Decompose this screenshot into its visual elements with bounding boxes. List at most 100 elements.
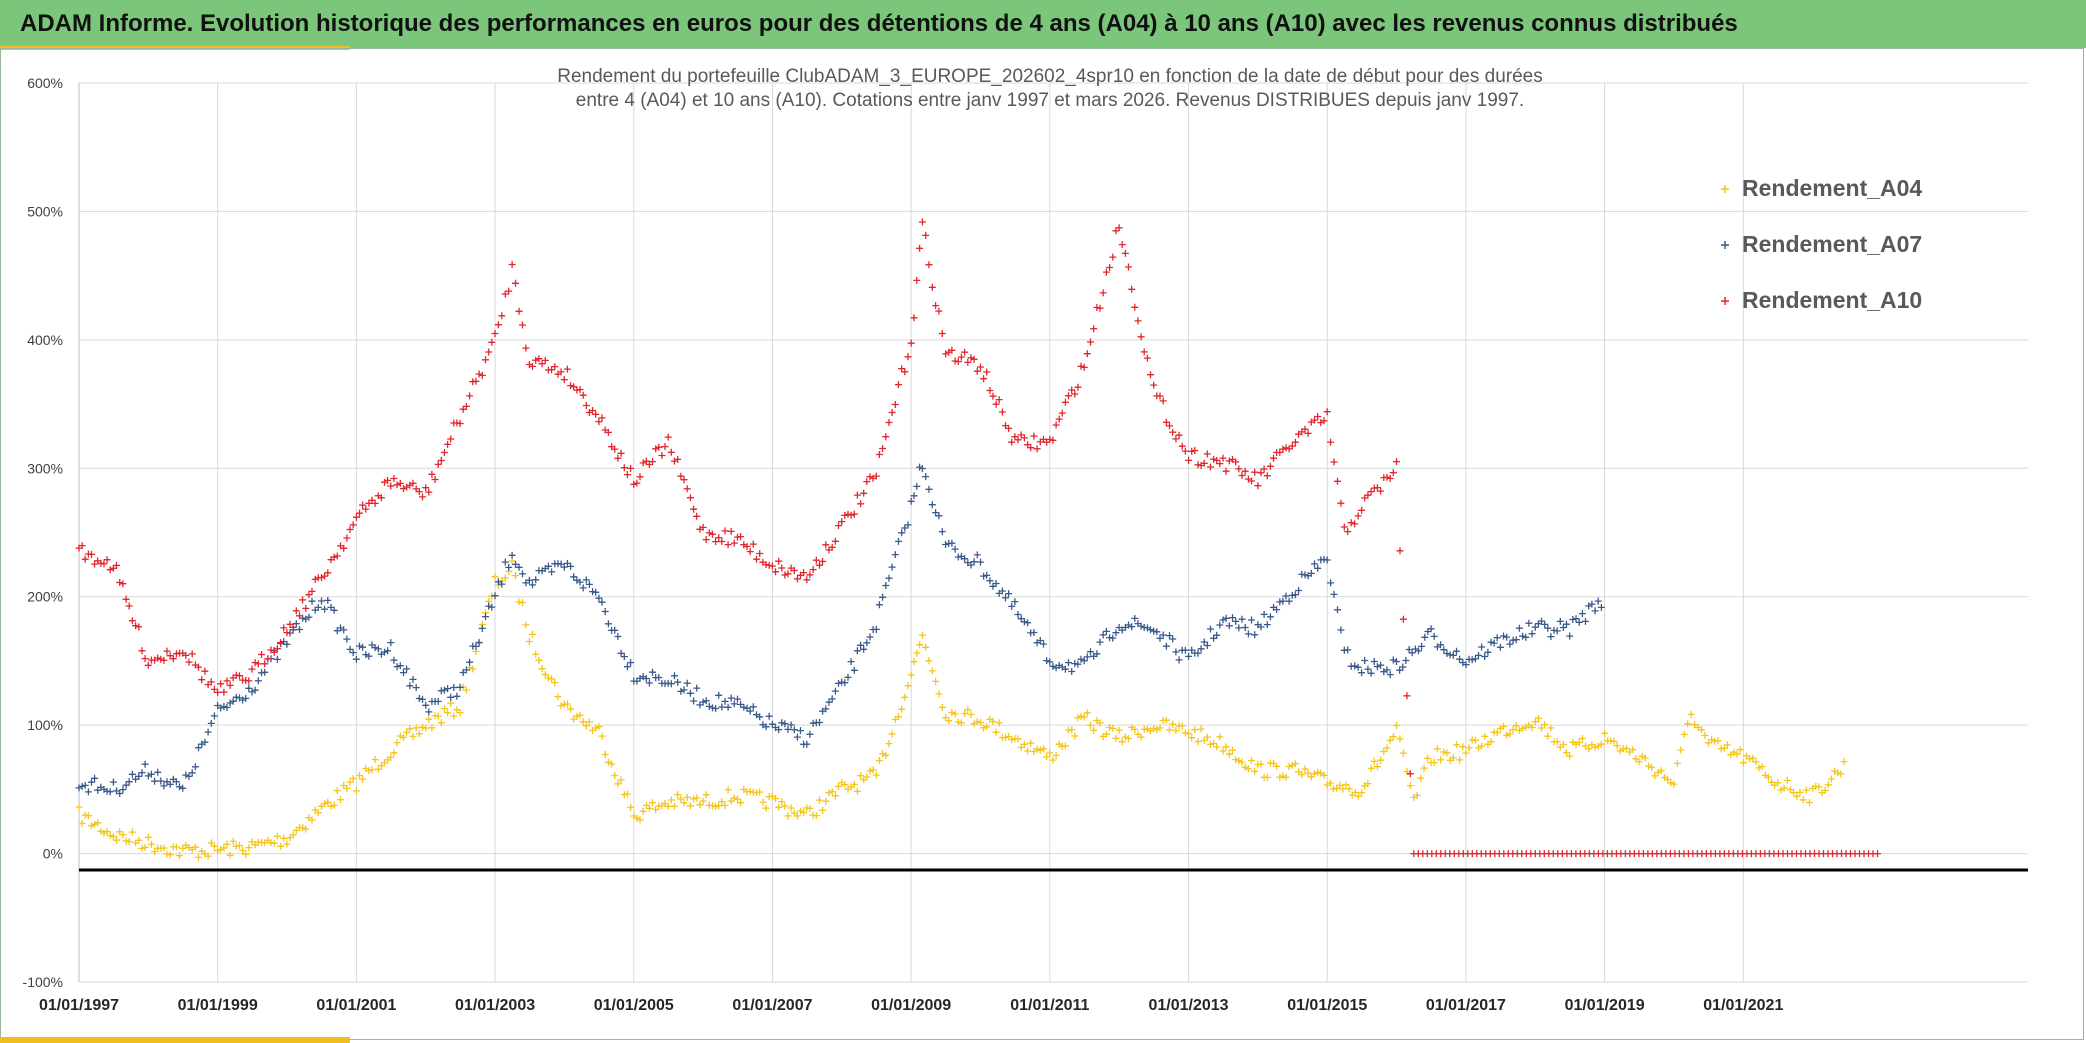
point-Rendement_A10 <box>922 231 930 239</box>
point-Rendement_A07 <box>1437 641 1445 649</box>
point-Rendement_A04 <box>1389 733 1397 741</box>
point-Rendement_A10 <box>875 451 883 458</box>
point-Rendement_A07 <box>172 778 180 786</box>
point-Rendement_A07 <box>1282 592 1290 600</box>
point-Rendement_A10 <box>1175 431 1183 439</box>
point-Rendement_A07 <box>1216 621 1224 629</box>
point-Rendement_A04 <box>922 643 930 651</box>
point-Rendement_A04 <box>1121 733 1129 741</box>
x-tick-label: 01/01/2007 <box>732 997 812 1014</box>
point-Rendement_A07 <box>160 782 168 790</box>
point-Rendement_A04 <box>1493 729 1501 737</box>
point-Rendement_A04 <box>113 836 120 844</box>
point-Rendement_A07 <box>1525 619 1533 627</box>
point-Rendement_A10 <box>1166 422 1173 430</box>
point-Rendement_A04 <box>1049 756 1057 764</box>
point-Rendement_A04 <box>135 836 143 844</box>
banner-title: ADAM Informe. Evolution historique des p… <box>20 10 1738 37</box>
point-Rendement_A07 <box>144 772 152 780</box>
point-Rendement_A07 <box>1203 642 1211 649</box>
point-Rendement_A10 <box>1266 462 1274 470</box>
point-Rendement_A04 <box>1194 738 1202 746</box>
point-Rendement_A07 <box>860 645 868 653</box>
point-Rendement_A07 <box>210 712 218 720</box>
point-Rendement_A04 <box>1169 720 1177 728</box>
point-Rendement_A04 <box>1787 786 1794 794</box>
y-axis-ticks: 600% 500% 400% 300% 200% 100% 0% -100% <box>23 75 63 990</box>
point-Rendement_A07 <box>768 720 776 728</box>
point-Rendement_A07 <box>910 492 918 500</box>
point-Rendement_A10 <box>428 470 436 478</box>
point-Rendement_A04 <box>1288 761 1296 769</box>
point-Rendement_A10 <box>359 501 367 509</box>
point-Rendement_A10 <box>614 454 622 462</box>
point-Rendement_A10 <box>116 579 124 586</box>
point-Rendement_A07 <box>1500 632 1507 640</box>
point-Rendement_A10 <box>822 541 830 549</box>
point-Rendement_A10 <box>1383 473 1391 481</box>
point-Rendement_A10 <box>1074 383 1082 391</box>
point-Rendement_A04 <box>491 573 499 581</box>
point-Rendement_A10 <box>989 392 997 400</box>
point-Rendement_A07 <box>415 695 423 702</box>
point-Rendement_A07 <box>1496 643 1504 651</box>
point-Rendement_A10 <box>1241 467 1249 475</box>
point-Rendement_A07 <box>362 651 370 659</box>
point-Rendement_A04 <box>1629 746 1637 754</box>
point-Rendement_A10 <box>166 652 174 660</box>
point-Rendement_A04 <box>245 844 253 852</box>
point-Rendement_A07 <box>1156 634 1164 642</box>
point-Rendement_A07 <box>1468 656 1476 664</box>
point-Rendement_A04 <box>515 598 523 606</box>
point-Rendement_A10 <box>724 541 732 549</box>
point-Rendement_A04 <box>396 732 404 740</box>
point-Rendement_A07 <box>88 778 95 786</box>
point-Rendement_A07 <box>106 788 114 796</box>
point-Rendement_A04 <box>1752 758 1760 766</box>
point-Rendement_A04 <box>176 852 183 860</box>
point-Rendement_A07 <box>863 639 871 647</box>
point-Rendement_A10 <box>352 513 360 521</box>
point-Rendement_A04 <box>179 844 187 852</box>
point-Rendement_A04 <box>1677 746 1685 754</box>
point-Rendement_A10 <box>1254 482 1262 490</box>
point-Rendement_A07 <box>1531 623 1539 631</box>
point-Rendement_A10 <box>100 560 108 568</box>
point-Rendement_A04 <box>642 801 650 809</box>
point-Rendement_A10 <box>1248 477 1255 485</box>
point-Rendement_A07 <box>406 682 414 690</box>
point-Rendement_A04 <box>677 795 685 803</box>
point-Rendement_A10 <box>437 457 445 464</box>
point-Rendement_A10 <box>709 530 716 538</box>
point-Rendement_A10 <box>743 543 751 550</box>
point-Rendement_A07 <box>853 647 861 655</box>
point-Rendement_A07 <box>1522 633 1530 641</box>
point-Rendement_A10 <box>563 365 571 373</box>
point-Rendement_A07 <box>1393 658 1400 665</box>
point-Rendement_A10 <box>299 596 307 604</box>
point-Rendement_A07 <box>898 529 906 537</box>
point-Rendement_A07 <box>674 678 682 686</box>
point-Rendement_A04 <box>576 711 584 719</box>
point-Rendement_A10 <box>793 575 801 583</box>
point-Rendement_A04 <box>1216 733 1224 741</box>
x-tick-label: 01/01/2001 <box>316 997 396 1014</box>
point-Rendement_A07 <box>232 693 240 701</box>
point-Rendement_A04 <box>1383 744 1391 752</box>
point-Rendement_A10 <box>831 537 839 545</box>
series-Rendement_A04 <box>75 557 1848 861</box>
point-Rendement_A10 <box>201 667 209 675</box>
point-Rendement_A04 <box>734 795 741 803</box>
point-Rendement_A04 <box>680 799 688 807</box>
point-Rendement_A04 <box>1263 773 1271 781</box>
point-Rendement_A07 <box>1162 642 1170 650</box>
point-Rendement_A04 <box>299 824 307 832</box>
legend-item: Rendement_A10 <box>1721 287 1922 313</box>
point-Rendement_A07 <box>623 663 631 671</box>
point-Rendement_A04 <box>831 792 839 800</box>
point-Rendement_A07 <box>1153 628 1161 636</box>
point-Rendement_A10 <box>377 494 385 502</box>
point-Rendement_A07 <box>519 570 526 578</box>
point-Rendement_A07 <box>1087 648 1094 656</box>
point-Rendement_A10 <box>664 433 672 441</box>
